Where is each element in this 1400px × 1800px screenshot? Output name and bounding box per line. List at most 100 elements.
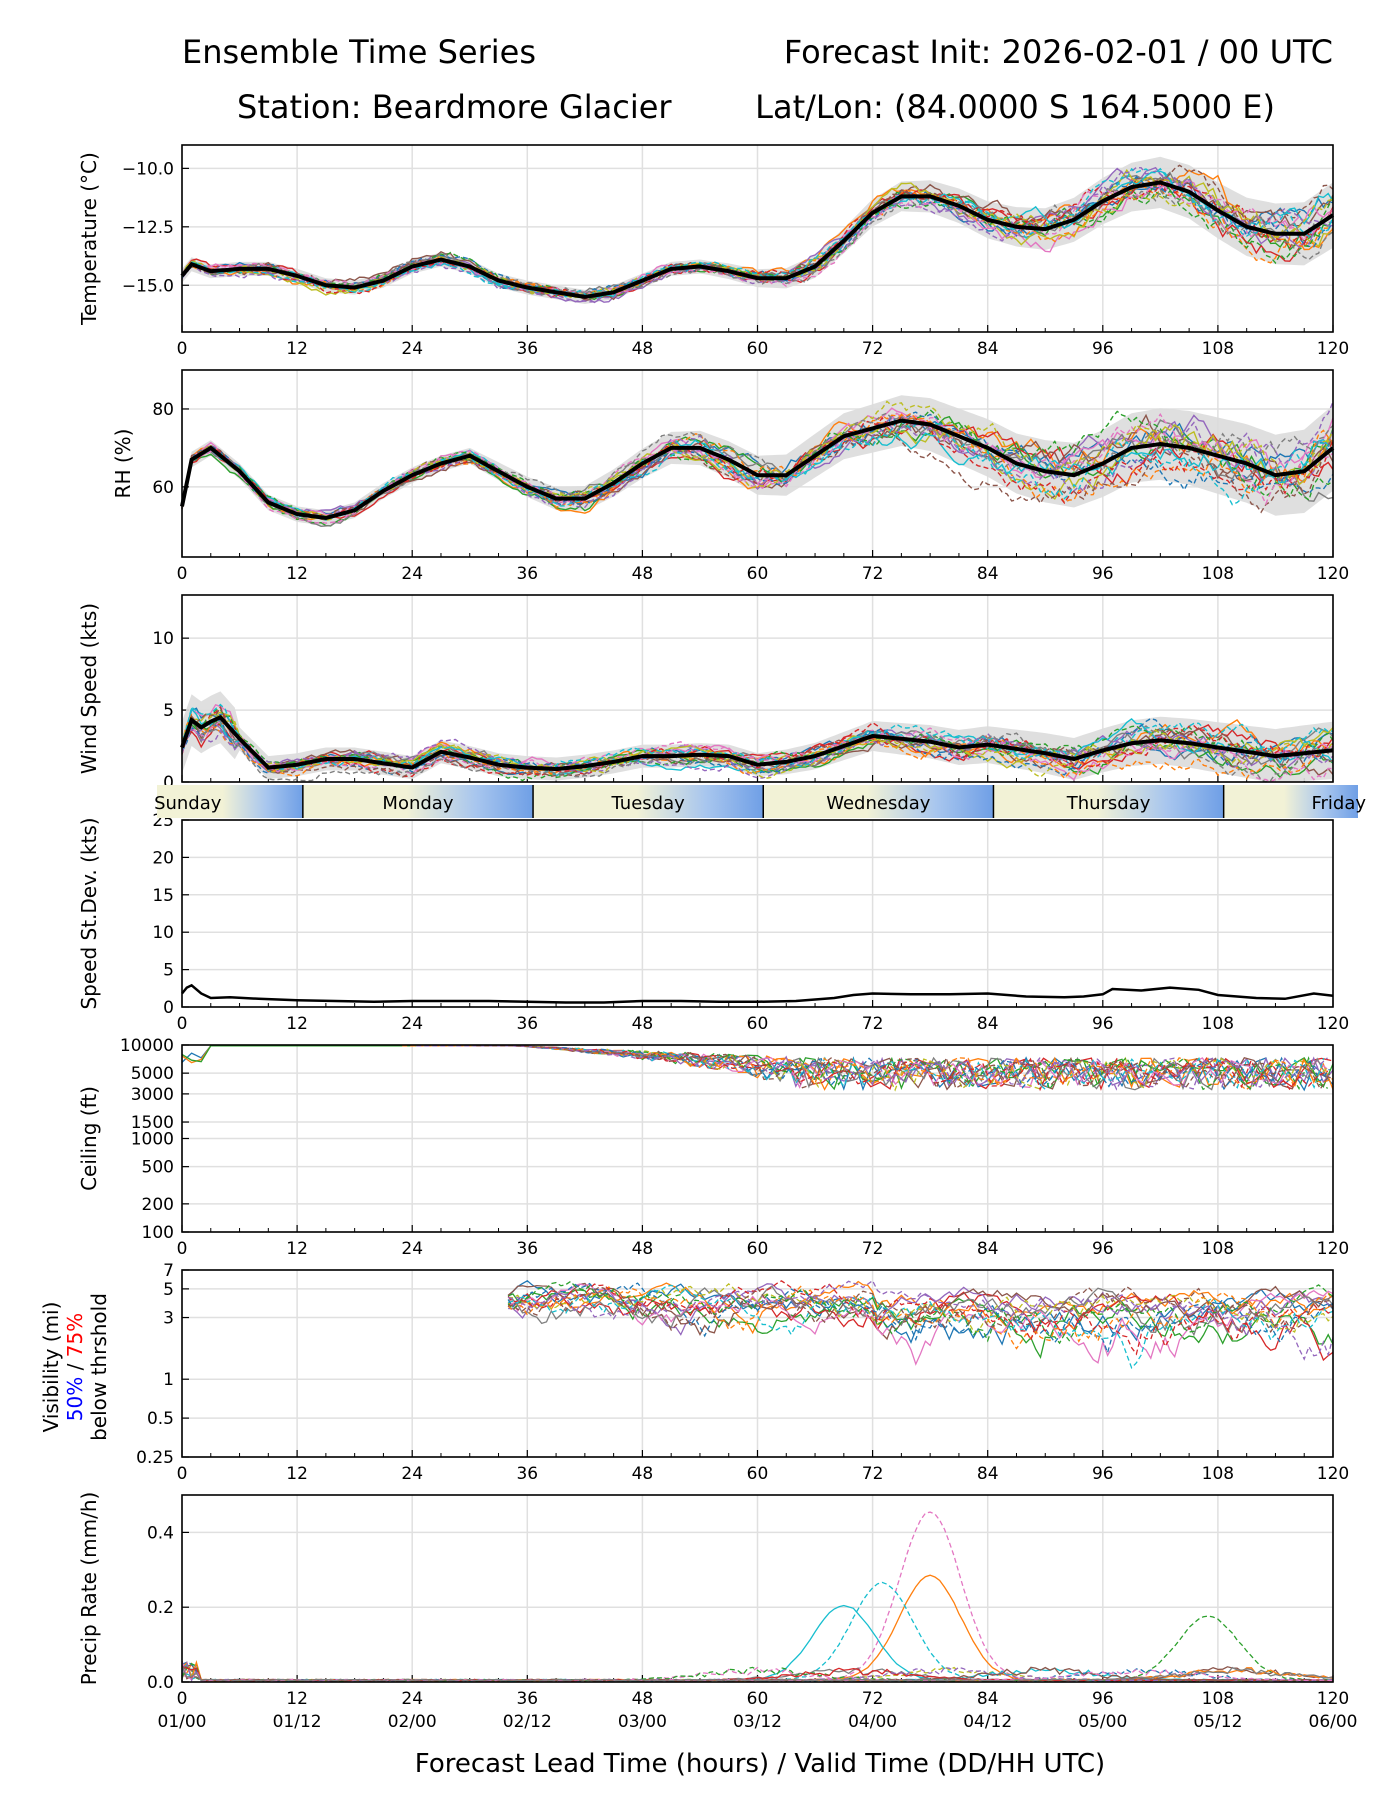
x-tick-label: 84 [977, 1464, 999, 1484]
day-label: Sunday [154, 793, 222, 814]
x-tick-label: 48 [632, 564, 654, 584]
x-tick-label: 84 [977, 1014, 999, 1034]
x-tick-label: 24 [401, 1239, 423, 1259]
member-line [181, 414, 1334, 519]
wind-speed-ylabel: Wind Speed (kts) [77, 603, 101, 774]
chart-title: Ensemble Time Series [182, 33, 536, 71]
pct-sep: / [63, 1357, 87, 1376]
ceiling-frame [181, 1044, 1334, 1233]
y-tick-label: 80 [152, 400, 174, 420]
x-tick-label: 72 [862, 339, 884, 359]
plot-area: 0 12 24 36 48 60 72 84 96 108 120−10.0−12.5−15.00 1… [120, 144, 1366, 1732]
x-tick-label: 36 [516, 1239, 538, 1259]
y-tick-label: 0.5 [147, 1409, 174, 1429]
member-line [181, 719, 1334, 783]
y-tick-label: 5 [163, 1280, 174, 1300]
x-tick-label: 72 [862, 1689, 884, 1709]
y-tick-label: 0 [163, 998, 174, 1018]
y-tick-label: 3 [163, 1309, 174, 1329]
day-label: Thursday [1066, 793, 1151, 814]
y-tick-label: 5 [163, 701, 174, 721]
y-tick-label: 1000 [131, 1130, 174, 1150]
precip-rate-ylabel: Precip Rate (mm/h) [77, 1492, 101, 1686]
x-tick-label: 60 [747, 1689, 769, 1709]
y-tick-label: 100 [142, 1223, 174, 1243]
y-tick-label: 0.25 [136, 1448, 174, 1468]
member-line [181, 705, 1334, 778]
x-tick-label: 48 [632, 1239, 654, 1259]
x-tick-label: 84 [977, 1689, 999, 1709]
x-tick-label: 36 [516, 339, 538, 359]
visibility-threshold-label: 50% / 75% [63, 1313, 87, 1421]
x-tick-label: 60 [747, 339, 769, 359]
member-line [181, 192, 1334, 299]
y-tick-label: 5 [163, 961, 174, 981]
valid-time-label: 04/00 [848, 1712, 897, 1732]
member-line [507, 1282, 1334, 1355]
x-tick-label: 72 [862, 1014, 884, 1034]
x-tick-label: 48 [632, 1464, 654, 1484]
member-line [181, 167, 1334, 298]
x-tick-label: 84 [977, 1239, 999, 1259]
x-tick-label: 84 [977, 564, 999, 584]
day-shading [533, 785, 764, 818]
x-tick-label: 0 [177, 1014, 188, 1034]
member-line [507, 1283, 1334, 1366]
day-label: Monday [382, 793, 453, 814]
member-line [507, 1285, 1334, 1350]
member-line [181, 1666, 1333, 1682]
x-tick-label: 0 [177, 1689, 188, 1709]
valid-time-label: 04/12 [963, 1712, 1012, 1732]
valid-time-label: 03/00 [618, 1712, 667, 1732]
member-line [627, 1049, 1329, 1091]
x-tick-label: 120 [1317, 1464, 1349, 1484]
x-tick-label: 96 [1092, 1464, 1114, 1484]
temperature-frame [181, 144, 1334, 333]
y-tick-label: 3000 [131, 1085, 174, 1105]
pct50-label: 50% [63, 1377, 87, 1421]
x-tick-label: 12 [286, 339, 308, 359]
x-tick-label: 0 [177, 1239, 188, 1259]
x-tick-label: 24 [401, 1689, 423, 1709]
y-tick-label: 200 [142, 1195, 174, 1215]
x-tick-label: 48 [632, 1689, 654, 1709]
y-tick-label: 1500 [131, 1113, 174, 1133]
temperature-panel: 0 12 24 36 48 60 72 84 96 108 120 −10.0 −12.5 −15.0 [122, 145, 1349, 359]
x-tick-label: 24 [401, 339, 423, 359]
ensemble-mean-line [180, 180, 1335, 299]
temperature-ylabel: Temperature (°C) [77, 152, 101, 326]
precip_rate-panel: 0 01/00 12 01/12 24 02/00 36 02/12 48 03/00 60 03/1… [147, 1495, 1358, 1732]
x-tick-label: 108 [1202, 564, 1234, 584]
x-tick-label: 108 [1202, 339, 1234, 359]
visibility-ylabel: Visibility (mi) [39, 1302, 63, 1433]
x-tick-label: 12 [286, 1464, 308, 1484]
valid-time-label: 06/00 [1309, 1712, 1358, 1732]
speed_stdev-frame [181, 819, 1334, 1008]
x-tick-label: 120 [1317, 1014, 1349, 1034]
x-tick-label: 72 [862, 1239, 884, 1259]
member-line [508, 1285, 1334, 1337]
wind_speed-panel: 012243648607284961081201050 [152, 595, 1349, 809]
x-tick-label: 24 [401, 1464, 423, 1484]
member-line [181, 716, 1334, 776]
y-tick-label: 15 [152, 886, 174, 906]
y-tick-label: 0.2 [147, 1598, 174, 1618]
x-tick-label: 48 [632, 339, 654, 359]
y-tick-label: 5000 [131, 1064, 174, 1084]
x-tick-label: 96 [1092, 564, 1114, 584]
x-tick-label: 60 [747, 1239, 769, 1259]
rh-ylabel: RH (%) [111, 429, 135, 499]
x-tick-label: 24 [401, 1014, 423, 1034]
visibility-panel: 0 12 24 36 48 60 72 84 96 108 120 75 3 1 0.5 0.25 [136, 1261, 1349, 1484]
x-tick-label: 84 [977, 339, 999, 359]
y-tick-label: 20 [152, 848, 174, 868]
y-tick-label: 10 [152, 629, 174, 649]
ensemble-mean-line [180, 714, 1334, 772]
precip_rate-frame [181, 1494, 1334, 1683]
forecast-init: Forecast Init: 2026-02-01 / 00 UTC [784, 33, 1333, 71]
x-tick-label: 108 [1202, 1014, 1234, 1034]
station-name: Station: Beardmore Glacier [237, 88, 672, 126]
rh-frame [181, 369, 1334, 558]
